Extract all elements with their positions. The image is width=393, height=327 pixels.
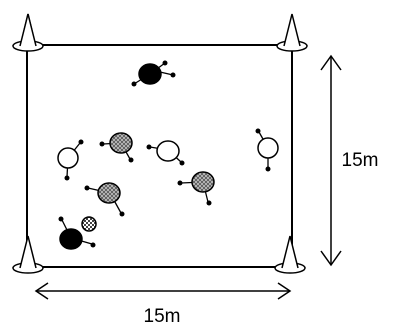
player-defender-right [177,171,215,206]
player-defender-center-top [99,132,134,163]
player-open-center [146,140,185,166]
player-open-left [57,139,84,181]
height-label: 15m [342,150,379,171]
player-open-right [255,128,279,172]
height-dimension-arrow [320,54,342,267]
ball [81,216,97,232]
width-dimension-arrow [34,282,292,300]
cone-bottom-right [274,235,306,274]
player-attacker-bottom [58,216,96,250]
cone-top-left [12,13,44,52]
player-attacker-top [131,60,176,87]
width-label: 15m [144,306,181,327]
cone-bottom-left [12,235,44,274]
player-defender-left [84,182,125,217]
field-boundary [26,44,293,268]
cone-top-right [276,13,308,52]
